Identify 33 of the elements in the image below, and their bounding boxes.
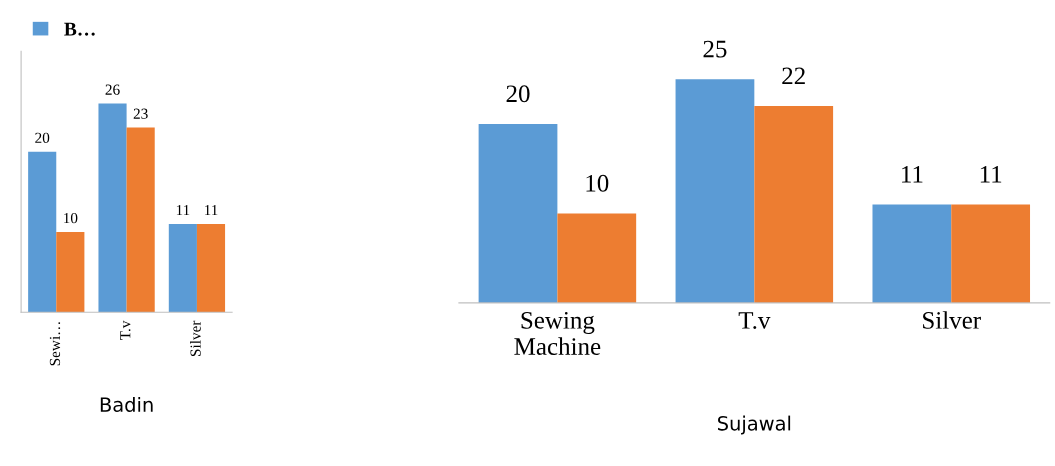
bar (675, 79, 755, 303)
data-label: 10 (64, 212, 78, 224)
legend-label: B… (64, 22, 95, 36)
bar (754, 106, 834, 303)
x-tick-label: Silver (923, 311, 981, 329)
bar (872, 204, 952, 303)
bar (126, 127, 155, 313)
data-label: 11 (902, 165, 923, 183)
x-tick-label: Silver (190, 320, 201, 357)
bar (168, 223, 197, 313)
x-axis-title: Sujawal (718, 415, 791, 435)
data-label: 20 (506, 85, 530, 103)
x-tick-label: T.v (738, 312, 771, 329)
data-label: 11 (176, 205, 190, 216)
data-label: 25 (703, 40, 727, 58)
data-label: 26 (105, 84, 120, 95)
x-tick-label: T.v (120, 320, 131, 340)
bar (478, 123, 558, 303)
data-label: 20 (35, 132, 50, 143)
data-label: 11 (980, 165, 1002, 183)
bar (28, 151, 57, 313)
bar (951, 204, 1031, 303)
data-label: 11 (204, 205, 218, 216)
x-tick-label: Sewi… (49, 322, 61, 366)
data-label: 23 (133, 108, 148, 119)
bar (196, 223, 226, 313)
x-axis-title: Badin (100, 396, 153, 412)
data-label: 10 (586, 174, 609, 192)
bar (56, 231, 85, 313)
x-tick-label: Sewing Machine (514, 311, 601, 355)
bar (557, 213, 637, 303)
data-label: 22 (782, 67, 805, 85)
bar (98, 103, 127, 313)
